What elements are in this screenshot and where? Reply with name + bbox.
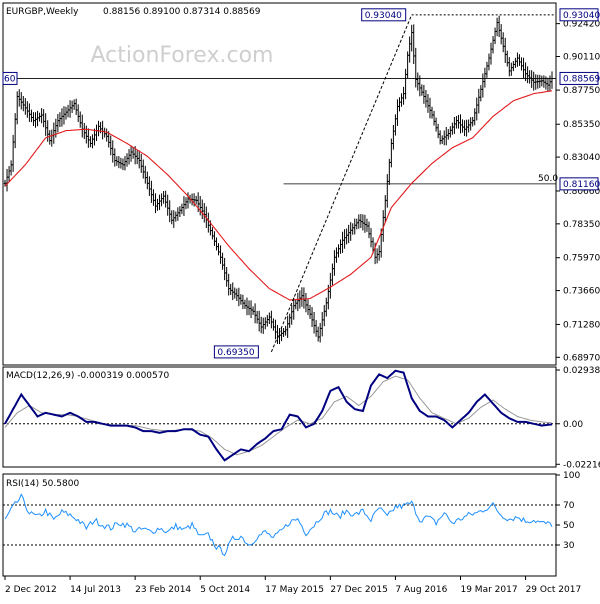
- high-annotation-box: [361, 8, 407, 22]
- price-axis-label: 0.78350: [563, 220, 600, 230]
- price-bars: [3, 15, 554, 345]
- rsi-axis-label: 30: [563, 541, 575, 551]
- price-annotations: 0.93040 0.69350 60: [2, 8, 407, 359]
- price-axis-label: 0.85350: [563, 120, 600, 130]
- rsi-axis-label: 50: [563, 521, 575, 531]
- price-header-symbol: EURGBP,Weekly: [6, 7, 79, 17]
- price-axis: 0.92420 0.90110 0.87750 0.85350 0.83040 0.806…: [556, 8, 600, 363]
- macd-title: MACD(12,26,9) -0.000319 0.000570: [6, 371, 169, 381]
- x-axis-label: 27 Dec 2015: [330, 585, 388, 595]
- x-axis-label: 17 May 2015: [265, 585, 324, 595]
- price-axis-label: 0.83040: [563, 153, 600, 163]
- rsi-grid: [3, 504, 556, 546]
- rsi-line: [4, 493, 553, 557]
- x-axis: 2 Dec 2012 14 Jul 2013 23 Feb 2014 5 Oct 20…: [4, 576, 582, 595]
- trend-line-dashed: [270, 14, 413, 353]
- price-axis-label: 0.80660: [563, 187, 600, 197]
- left-annotation-box: [2, 71, 18, 85]
- high-annotation-label: 0.93040: [365, 11, 402, 21]
- rsi-axis: 100 70 50 30: [556, 471, 580, 551]
- price-hlines: 50.0: [3, 14, 558, 185]
- price-axis-label: 0.92420: [563, 20, 600, 30]
- price-axis-label: 0.71280: [563, 320, 600, 330]
- x-axis-label: 14 Jul 2013: [70, 585, 121, 595]
- price-level-box: [559, 71, 599, 85]
- macd-axis-label: -0.022161: [563, 460, 600, 470]
- fib-level-text: 50.0: [538, 174, 558, 184]
- macd-axis-label: 0.029387: [563, 366, 600, 376]
- price-axis-label: 0.87750: [563, 86, 600, 96]
- price-level-box-label: 0.88569: [563, 74, 600, 84]
- left-annotation-label: 60: [4, 74, 16, 84]
- price-level-box-label: 0.81160: [563, 180, 600, 190]
- price-level-box-label: 0.93040: [563, 11, 600, 21]
- rsi-axis-label: 100: [563, 471, 580, 481]
- x-axis-label: 23 Feb 2014: [135, 585, 191, 595]
- x-axis-label: 5 Oct 2014: [200, 585, 250, 595]
- price-level-box: [559, 177, 599, 191]
- x-axis-label: 19 Mar 2017: [460, 585, 517, 595]
- price-axis-label: 0.75970: [563, 254, 600, 264]
- x-axis-label: 29 Oct 2017: [526, 585, 582, 595]
- x-axis-label: 2 Dec 2012: [5, 585, 57, 595]
- price-axis-label: 0.68970: [563, 353, 600, 363]
- macd-line: [4, 369, 553, 462]
- macd-axis-label: 0.00: [563, 420, 583, 430]
- price-level-box: [559, 8, 599, 22]
- low-annotation-label: 0.69350: [217, 348, 254, 358]
- low-annotation-box: [213, 345, 259, 359]
- watermark-text: ActionForex.com: [91, 43, 274, 68]
- moving-average-line: [4, 90, 553, 301]
- price-header-ohlc: 0.88156 0.89100 0.87314 0.88569: [103, 7, 261, 17]
- macd-panel-frame: [2, 366, 557, 468]
- macd-axis: 0.029387 0.00 -0.022161: [556, 366, 600, 470]
- rsi-title: RSI(14) 50.5800: [6, 479, 79, 489]
- x-axis-label: 7 Aug 2016: [395, 585, 447, 595]
- price-axis-label: 0.73660: [563, 287, 600, 297]
- price-axis-label: 0.90110: [563, 53, 600, 63]
- rsi-axis-label: 70: [563, 501, 575, 511]
